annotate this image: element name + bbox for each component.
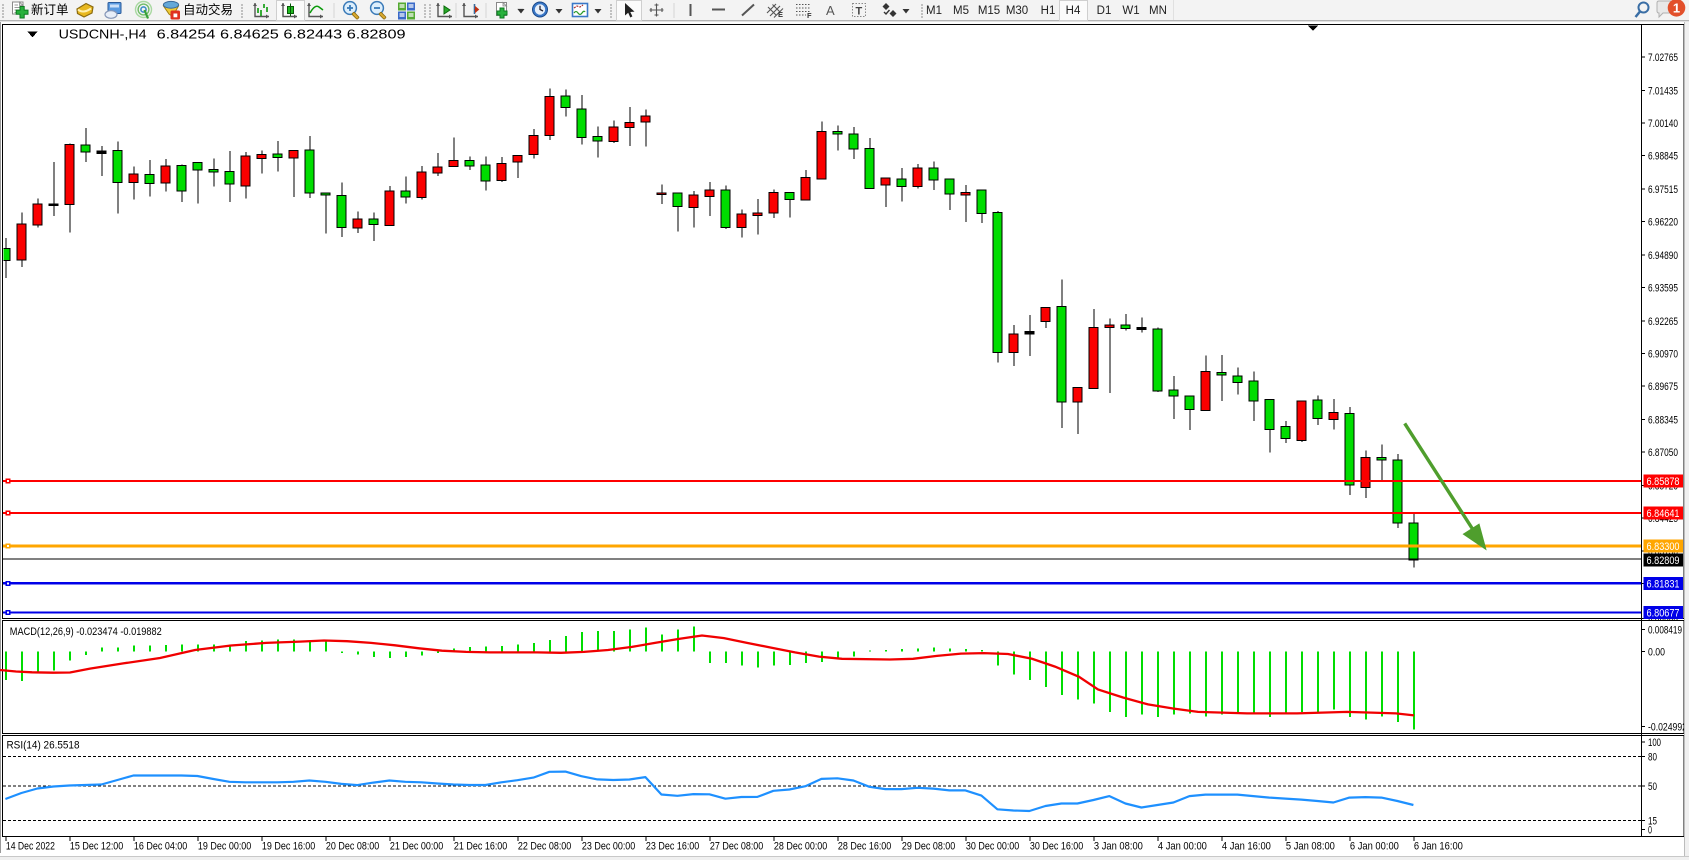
svg-text:4 Jan 00:00: 4 Jan 00:00 [1158,841,1207,853]
svg-text:6.90970: 6.90970 [1648,349,1678,361]
svg-text:M30: M30 [1006,5,1028,17]
svg-text:14 Dec 2022: 14 Dec 2022 [6,841,55,853]
svg-text:A: A [826,3,835,18]
svg-text:M1: M1 [926,5,942,17]
svg-text:19 Dec 16:00: 19 Dec 16:00 [262,841,315,853]
svg-text:7.00140: 7.00140 [1648,118,1678,130]
svg-text:0.008419: 0.008419 [1648,625,1682,637]
svg-text:7.02765: 7.02765 [1648,52,1678,64]
svg-text:新订单: 新订单 [31,2,69,17]
svg-text:H4: H4 [1066,5,1081,17]
svg-text:6.97515: 6.97515 [1648,184,1678,196]
svg-text:6.84254 6.84625 6.82443 6.8280: 6.84254 6.84625 6.82443 6.82809 [157,28,406,42]
svg-text:6.92265: 6.92265 [1648,316,1678,328]
svg-text:6.98845: 6.98845 [1648,151,1678,163]
svg-text:M5: M5 [953,5,969,17]
svg-text:自动交易: 自动交易 [183,2,233,17]
svg-text:27 Dec 08:00: 27 Dec 08:00 [710,841,763,853]
svg-text:E: E [778,10,783,19]
svg-text:6.81831: 6.81831 [1647,578,1680,590]
svg-text:50: 50 [1648,781,1657,793]
svg-text:22 Dec 08:00: 22 Dec 08:00 [518,841,571,853]
svg-text:21 Dec 00:00: 21 Dec 00:00 [390,841,443,853]
svg-text:4 Jan 16:00: 4 Jan 16:00 [1222,841,1271,853]
svg-text:80: 80 [1648,752,1657,764]
svg-text:20 Dec 08:00: 20 Dec 08:00 [326,841,379,853]
svg-text:0: 0 [1648,825,1652,837]
svg-text:23 Dec 00:00: 23 Dec 00:00 [582,841,635,853]
svg-text:USDCNH-,H4: USDCNH-,H4 [59,28,147,42]
svg-text:6.84641: 6.84641 [1647,508,1680,520]
svg-text:30 Dec 00:00: 30 Dec 00:00 [966,841,1019,853]
svg-text:6.89675: 6.89675 [1648,381,1678,393]
svg-text:6.80677: 6.80677 [1647,608,1680,620]
svg-text:MN: MN [1149,5,1167,17]
svg-text:6.85878: 6.85878 [1647,476,1680,488]
svg-text:28 Dec 16:00: 28 Dec 16:00 [838,841,891,853]
svg-text:21 Dec 16:00: 21 Dec 16:00 [454,841,507,853]
svg-text:6.83300: 6.83300 [1647,541,1680,553]
svg-text:RSI(14) 26.5518: RSI(14) 26.5518 [7,740,80,752]
svg-text:6.82809: 6.82809 [1647,555,1680,567]
svg-text:100: 100 [1648,737,1661,749]
svg-text:6 Jan 00:00: 6 Jan 00:00 [1350,841,1399,853]
svg-text:19 Dec 00:00: 19 Dec 00:00 [198,841,251,853]
svg-text:MACD(12,26,9) -0.023474 -0.019: MACD(12,26,9) -0.023474 -0.019882 [10,626,162,638]
svg-text:6.94890: 6.94890 [1648,250,1678,262]
svg-text:6.87050: 6.87050 [1648,447,1678,459]
svg-text:-0.024992: -0.024992 [1648,722,1687,734]
svg-text:M15: M15 [978,5,1000,17]
svg-text:F: F [807,11,812,20]
svg-text:7.01435: 7.01435 [1648,85,1678,97]
svg-text:23 Dec 16:00: 23 Dec 16:00 [646,841,699,853]
svg-text:30 Dec 16:00: 30 Dec 16:00 [1030,841,1083,853]
svg-text:0.00: 0.00 [1648,647,1665,659]
svg-text:D1: D1 [1097,5,1112,17]
svg-text:15: 15 [1648,816,1657,828]
svg-text:6.96220: 6.96220 [1648,217,1678,229]
svg-text:W1: W1 [1122,5,1139,17]
svg-text:29 Dec 08:00: 29 Dec 08:00 [902,841,955,853]
svg-text:6 Jan 16:00: 6 Jan 16:00 [1414,841,1463,853]
svg-text:28 Dec 00:00: 28 Dec 00:00 [774,841,827,853]
svg-text:6.93595: 6.93595 [1648,283,1678,295]
svg-text:T: T [856,6,863,18]
svg-text:H1: H1 [1041,5,1056,17]
svg-text:5 Jan 08:00: 5 Jan 08:00 [1286,841,1335,853]
svg-text:6.88345: 6.88345 [1648,415,1678,427]
svg-text:15 Dec 12:00: 15 Dec 12:00 [70,841,123,853]
svg-text:16 Dec 04:00: 16 Dec 04:00 [134,841,187,853]
svg-text:1: 1 [1673,1,1680,16]
svg-text:3 Jan 08:00: 3 Jan 08:00 [1094,841,1143,853]
